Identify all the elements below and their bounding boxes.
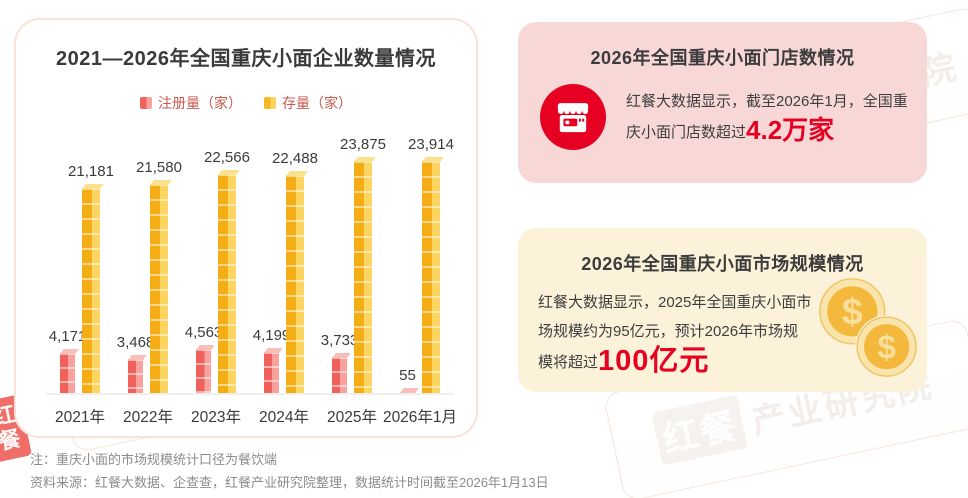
- store-card-body: 红餐大数据显示，截至2026年1月，全国重庆小面门店数超过4.2万家: [518, 70, 927, 150]
- bar-group-2026年1月: 55 23,914 2026年1月: [383, 136, 457, 426]
- legend-swatch-stock-icon: [264, 97, 276, 109]
- value-label-registered-2024年: 4,199: [252, 327, 291, 345]
- x-axis-label-2022年: 2022年: [123, 409, 173, 426]
- market-card-text: 红餐大数据显示，2025年全国重庆小面市场规模约为95亿元，预计2026年市场规…: [518, 276, 927, 377]
- store-card-text-main: 红餐大数据显示，截至2026年1月，全国重庆小面门店数超过: [626, 92, 908, 141]
- bar-chart-plot: 4,171 21,181 2021年 3,468 21,580 2022年 4,563 22,…: [46, 136, 457, 426]
- market-card-text-main: 红餐大数据显示，2025年全国重庆小面市场规模约为95亿元，预计2026年市场规…: [538, 294, 812, 371]
- market-card-highlight: 100亿元: [598, 344, 710, 377]
- value-label-stock-2021年: 21,181: [68, 162, 114, 180]
- legend-swatch-registered-icon: [140, 97, 152, 109]
- x-axis-label-2021年: 2021年: [55, 409, 105, 426]
- store-card-highlight: 4.2万家: [746, 114, 835, 145]
- value-label-stock-2024年: 22,488: [272, 149, 318, 167]
- legend-label-registered: 注册量（家）: [158, 95, 242, 111]
- bar-pair: 55 23,914: [399, 136, 454, 393]
- coins-icon: $ $: [819, 278, 919, 379]
- bar-stock-2023年: 22,566: [204, 149, 250, 393]
- bar-stock-2024年: 22,488: [272, 150, 318, 393]
- bar-registered-2025年: 3,733: [321, 332, 358, 393]
- value-label-registered-2026年1月: 55: [399, 367, 416, 384]
- x-axis-label-2025年: 2025年: [327, 409, 377, 426]
- bar-registered-2024年: 4,199: [253, 327, 290, 393]
- value-label-stock-2022年: 21,580: [136, 158, 182, 176]
- legend-item-stock: 存量（家）: [264, 93, 352, 113]
- market-card-title: 2026年全国重庆小面市场规模情况: [581, 254, 864, 274]
- legend-item-registered: 注册量（家）: [140, 93, 242, 113]
- bar-registered-2026年1月: 55: [399, 367, 416, 393]
- bar-pair: 4,563 22,566: [185, 149, 250, 393]
- footnotes: 注：重庆小面的市场规模统计口径为餐饮端 资料来源：红餐大数据、企查查，红餐产业研…: [30, 449, 549, 495]
- bar-stock-2026年1月: 23,914: [408, 136, 454, 393]
- value-label-registered-2021年: 4,171: [48, 327, 87, 345]
- value-label-registered-2023年: 4,563: [184, 323, 223, 341]
- x-axis-label-2024年: 2024年: [259, 409, 309, 426]
- value-label-stock-2025年: 23,875: [340, 136, 386, 154]
- store-card-text: 红餐大数据显示，截至2026年1月，全国重庆小面门店数超过4.2万家: [626, 87, 909, 148]
- bar-registered-2022年: 3,468: [117, 334, 154, 393]
- bar-pair: 4,171 21,181: [49, 163, 114, 393]
- watermark-logo: 红餐: [651, 394, 748, 466]
- value-label-stock-2026年1月: 23,914: [408, 136, 454, 153]
- bar-group-2022年: 3,468 21,580 2022年: [114, 148, 182, 426]
- chart-legend: 注册量（家） 存量（家）: [16, 93, 476, 113]
- bar-registered-2021年: 4,171: [49, 328, 86, 393]
- bar-group-2021年: 4,171 21,181 2021年: [46, 148, 114, 426]
- bar-pair: 4,199 22,488: [253, 150, 318, 393]
- market-size-card: 2026年全国重庆小面市场规模情况 红餐大数据显示，2025年全国重庆小面市场规…: [518, 228, 927, 392]
- value-label-registered-2025年: 3,733: [320, 331, 359, 349]
- chart-card: 2021—2026年全国重庆小面企业数量情况 注册量（家） 存量（家） 4,17…: [14, 18, 478, 438]
- bar-group-2023年: 4,563 22,566 2023年: [182, 148, 250, 426]
- bar-stock-2021年: 21,181: [68, 163, 114, 393]
- bar-stock-2025年: 23,875: [340, 136, 386, 393]
- bar-pair: 3,468 21,580: [117, 159, 182, 393]
- footnote-source: 资料来源：红餐大数据、企查查，红餐产业研究院整理，数据统计时间截至2026年1月…: [30, 474, 549, 490]
- x-axis-label-2026年1月: 2026年1月: [382, 409, 458, 426]
- store-card-title: 2026年全国重庆小面门店数情况: [590, 48, 855, 68]
- footnote-note: 注：重庆小面的市场规模统计口径为餐饮端: [30, 452, 278, 467]
- chart-title: 2021—2026年全国重庆小面企业数量情况: [56, 48, 436, 70]
- bar-pair: 3,733 23,875: [321, 136, 386, 393]
- svg-text:$: $: [842, 290, 863, 332]
- bar-stock-2022年: 21,580: [136, 159, 182, 393]
- value-label-stock-2023年: 22,566: [204, 149, 250, 167]
- x-axis-label-2023年: 2023年: [191, 409, 241, 426]
- legend-label-stock: 存量（家）: [282, 95, 352, 111]
- svg-text:$: $: [877, 329, 896, 366]
- bar-group-2024年: 4,199 22,488 2024年: [250, 148, 318, 426]
- value-label-registered-2022年: 3,468: [116, 334, 155, 352]
- bar-registered-2023年: 4,563: [185, 324, 222, 393]
- storefront-icon: [540, 84, 606, 150]
- store-count-card: 2026年全国重庆小面门店数情况 红餐大数据显示，截至2026年1月，全国重庆小…: [518, 22, 927, 183]
- bar-group-2025年: 3,733 23,875 2025年: [318, 136, 386, 426]
